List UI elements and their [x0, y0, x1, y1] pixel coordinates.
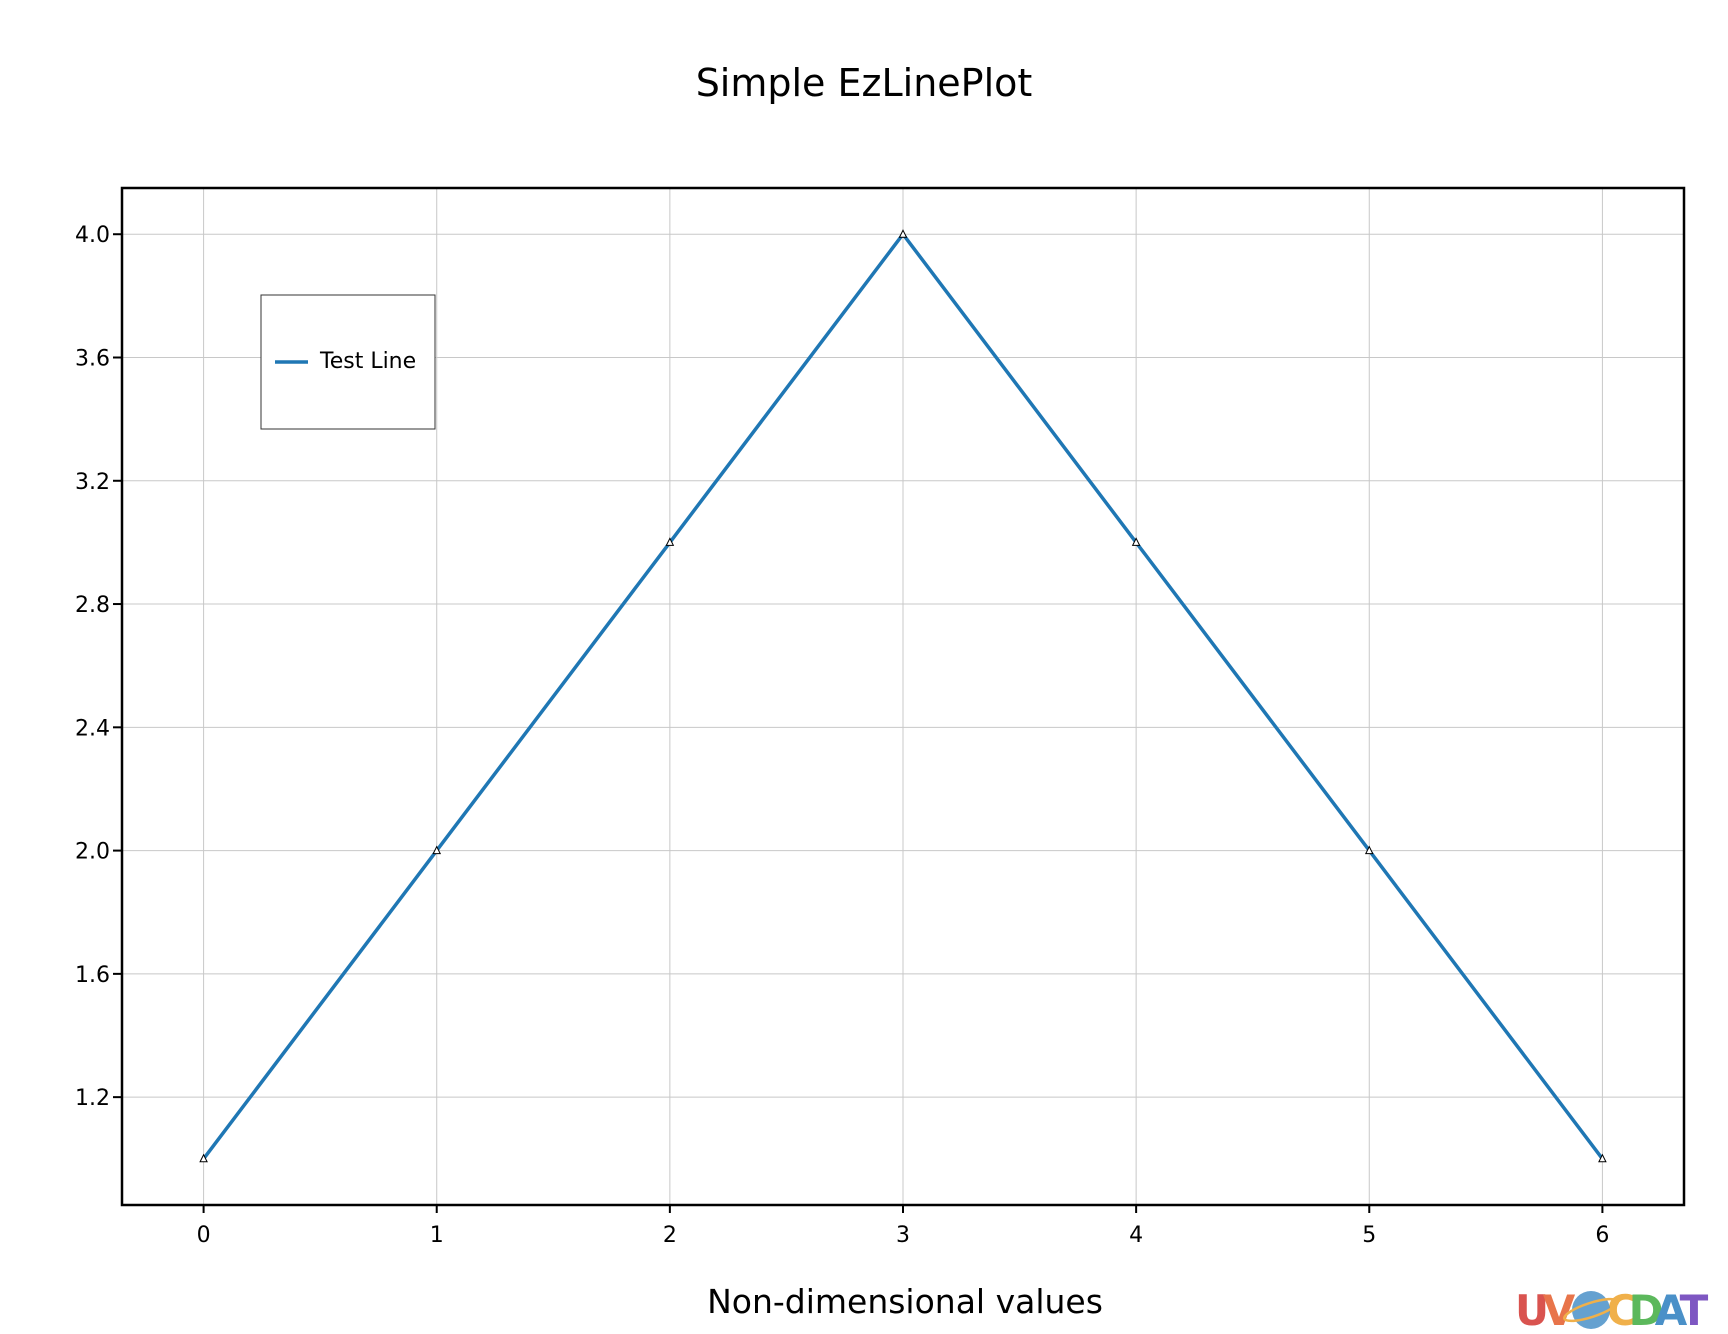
data-point-marker [1598, 1153, 1607, 1163]
x-axis: 0 1 2 3 4 5 6 [197, 1205, 1609, 1248]
chart-title: Simple EzLinePlot [696, 61, 1033, 105]
y-tick-label: 1.6 [75, 963, 110, 988]
x-tick-label: 6 [1595, 1223, 1609, 1248]
x-tick-label: 5 [1362, 1223, 1376, 1248]
y-tick-label: 2.4 [75, 716, 110, 741]
x-tick-label: 3 [896, 1223, 910, 1248]
globe-icon [1572, 1291, 1610, 1329]
logo-letter: D [1629, 1286, 1664, 1334]
globe-orbit-icon [1563, 1297, 1619, 1323]
x-tick-label: 2 [663, 1223, 677, 1248]
y-tick-label: 2.0 [75, 840, 110, 865]
legend: Test Line [260, 294, 436, 430]
x-axis-label: Non-dimensional values [707, 1282, 1103, 1321]
data-point-marker [1364, 845, 1374, 855]
logo-letter: U [1515, 1286, 1549, 1334]
data-point-marker [199, 1153, 208, 1163]
logo-letter: A [1655, 1286, 1688, 1334]
x-tick-label: 4 [1129, 1223, 1143, 1248]
logo-letter: V [1543, 1286, 1576, 1334]
y-tick-label: 1.2 [75, 1086, 110, 1111]
y-tick-label: 3.2 [75, 470, 110, 495]
x-tick-label: 0 [197, 1223, 211, 1248]
y-tick-label: 2.8 [75, 593, 110, 618]
logo-letter: T [1680, 1286, 1709, 1334]
data-point-marker [898, 229, 908, 238]
y-axis: 1.2 1.6 2.0 2.4 2.8 3.2 3.6 4.0 [75, 223, 122, 1111]
data-point-marker [665, 537, 675, 546]
data-point-marker [432, 845, 442, 855]
y-tick-label: 3.6 [75, 347, 110, 372]
grid-lines [122, 188, 1684, 1205]
y-tick-label: 4.0 [75, 223, 110, 248]
data-point-marker [1131, 537, 1141, 546]
logo-letter: C [1607, 1286, 1638, 1334]
legend-label: Test Line [319, 349, 416, 374]
x-tick-label: 1 [430, 1223, 444, 1248]
series-group [199, 229, 1607, 1163]
